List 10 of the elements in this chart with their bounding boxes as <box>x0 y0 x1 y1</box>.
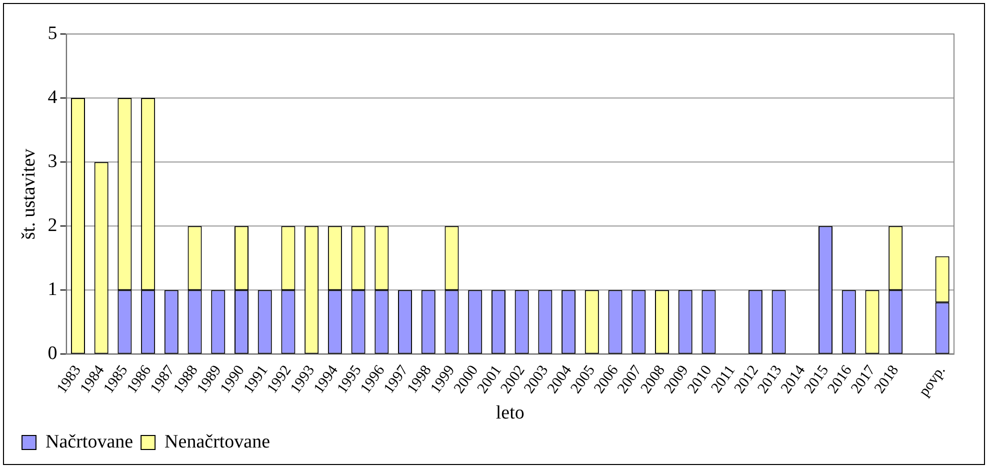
y-tick-label: 2 <box>48 215 58 236</box>
y-axis-title: št. ustavitev <box>18 148 40 240</box>
x-axis-title: leto <box>496 402 524 424</box>
legend-label: Načrtovane <box>46 431 134 452</box>
y-tick-label: 3 <box>48 151 58 172</box>
y-tick-label: 0 <box>48 343 58 364</box>
legend-label: Nenačrtovane <box>164 431 270 452</box>
y-tick-label: 4 <box>48 87 58 108</box>
y-tick-label: 5 <box>48 22 58 44</box>
y-tick-label: 1 <box>48 279 58 300</box>
